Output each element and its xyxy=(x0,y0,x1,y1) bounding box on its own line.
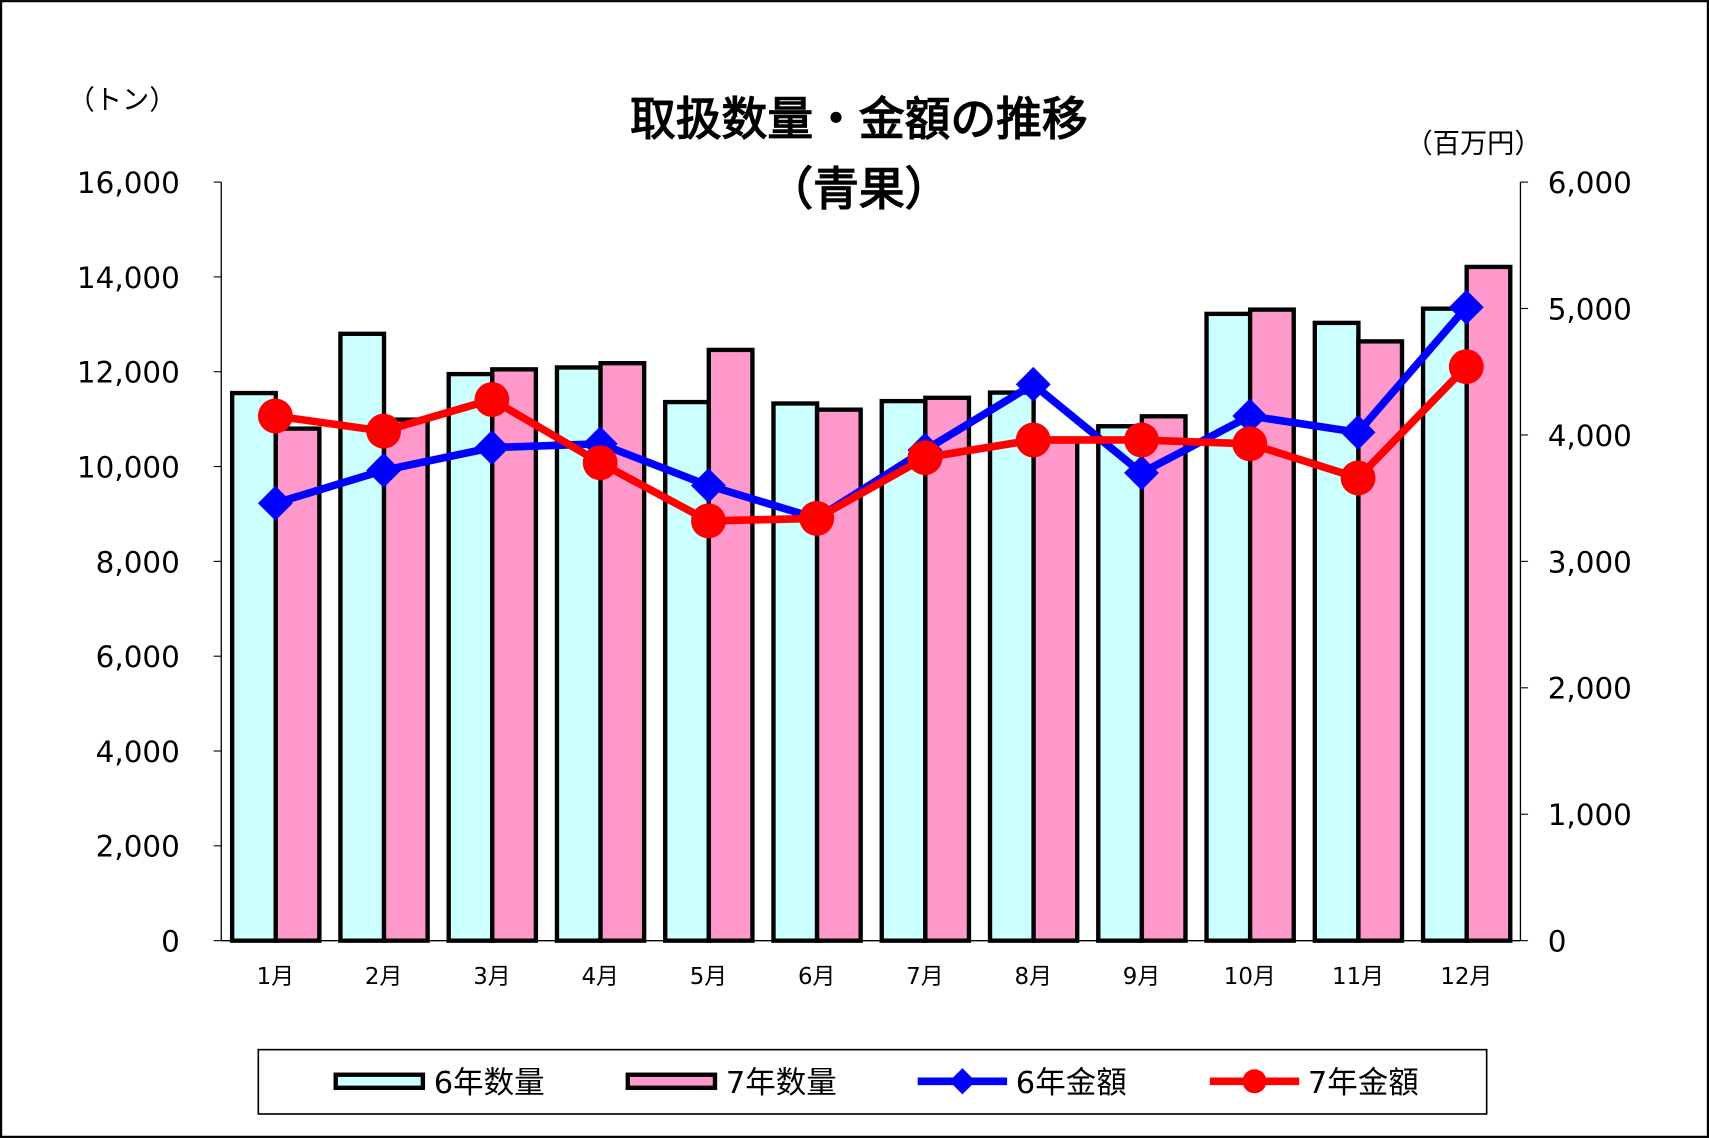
right-axis-unit: （百万円） xyxy=(1405,129,1541,160)
left-tick-label: 2,000 xyxy=(96,830,180,864)
point-diamond-2月 xyxy=(366,452,402,488)
point-diamond-11月 xyxy=(1340,414,1376,450)
point-circle-2月 xyxy=(366,413,402,449)
legend-swatch-1 xyxy=(625,1072,718,1090)
bar-1-3月 xyxy=(490,367,539,943)
point-diamond-10月 xyxy=(1232,398,1268,434)
left-tick-label: 16,000 xyxy=(77,166,180,200)
point-circle-11月 xyxy=(1340,460,1376,496)
bar-0-9月 xyxy=(1096,424,1145,943)
bar-1-1月 xyxy=(273,426,322,943)
point-circle-8月 xyxy=(1015,422,1051,458)
right-tick-label: 2,000 xyxy=(1548,672,1632,706)
left-tick-label: 6,000 xyxy=(96,640,180,674)
bar-1-10月 xyxy=(1247,307,1296,943)
point-circle-3月 xyxy=(474,382,510,417)
point-circle-1月 xyxy=(257,398,293,434)
bar-1-7月 xyxy=(923,395,972,943)
category-label: 4月 xyxy=(581,964,618,990)
category-label: 3月 xyxy=(473,964,510,990)
category-label: 8月 xyxy=(1015,964,1052,990)
right-tick-label: 6,000 xyxy=(1548,166,1632,200)
category-label: 12月 xyxy=(1440,964,1492,990)
right-tick-label: 3,000 xyxy=(1548,545,1632,579)
bar-0-7月 xyxy=(879,398,928,943)
legend-label-3: 7年金額 xyxy=(1308,1066,1419,1101)
plot-area: 0 2,000 4,000 6,000 8,000 10,000 12,000 14,000 1… xyxy=(77,166,1632,990)
bar-0-3月 xyxy=(446,371,495,943)
bar-1-2月 xyxy=(381,417,430,943)
point-circle-9月 xyxy=(1124,422,1159,458)
bar-1-8月 xyxy=(1031,439,1080,943)
point-diamond-3月 xyxy=(474,430,510,466)
chart-subtitle: （青果） xyxy=(767,163,950,216)
left-tick-label: 12,000 xyxy=(77,356,180,390)
bar-1-5月 xyxy=(706,347,755,943)
left-axis-unit: （トン） xyxy=(68,85,177,116)
category-label: 5月 xyxy=(690,964,727,990)
category-label: 7月 xyxy=(906,964,943,990)
point-circle-10月 xyxy=(1232,426,1268,462)
bar-0-6月 xyxy=(771,401,820,943)
category-label: 9月 xyxy=(1123,964,1160,990)
point-circle-6月 xyxy=(799,500,835,536)
left-tick-label: 8,000 xyxy=(96,545,180,579)
legend-circle-icon xyxy=(1242,1069,1267,1094)
point-circle-12月 xyxy=(1448,349,1484,385)
category-label: 6月 xyxy=(798,964,835,990)
right-tick-label: 4,000 xyxy=(1548,419,1632,453)
category-label: 11月 xyxy=(1332,964,1384,990)
bar-1-6月 xyxy=(814,407,863,943)
point-diamond-9月 xyxy=(1124,455,1159,491)
left-tick-label: 0 xyxy=(161,925,180,959)
legend-label-2: 6年金額 xyxy=(1016,1066,1127,1101)
legend-label-1: 7年数量 xyxy=(726,1066,837,1101)
point-circle-7月 xyxy=(907,440,943,476)
category-label: 1月 xyxy=(257,964,294,990)
point-circle-5月 xyxy=(691,503,726,539)
bar-1-9月 xyxy=(1139,414,1188,943)
left-tick-label: 10,000 xyxy=(77,450,180,484)
point-diamond-8月 xyxy=(1015,366,1051,402)
right-tick-label: 1,000 xyxy=(1548,798,1632,832)
point-diamond-1月 xyxy=(257,485,293,521)
line-series-3 xyxy=(274,364,1470,525)
legend-swatch-0 xyxy=(333,1072,426,1090)
right-tick-label: 5,000 xyxy=(1548,292,1632,326)
bar-0-12月 xyxy=(1420,306,1469,943)
category-label: 2月 xyxy=(365,964,402,990)
bar-0-11月 xyxy=(1312,320,1361,943)
bar-0-8月 xyxy=(987,390,1036,943)
right-tick-label: 0 xyxy=(1548,925,1567,959)
left-tick-label: 4,000 xyxy=(96,735,180,769)
chart-title: 取扱数量・金額の推移 xyxy=(630,93,1088,146)
bar-0-1月 xyxy=(229,390,278,943)
left-tick-label: 14,000 xyxy=(77,261,180,295)
legend-label-0: 6年数量 xyxy=(434,1066,545,1101)
category-label: 10月 xyxy=(1224,964,1276,990)
legend-diamond-icon xyxy=(949,1068,976,1095)
point-circle-4月 xyxy=(582,445,618,481)
